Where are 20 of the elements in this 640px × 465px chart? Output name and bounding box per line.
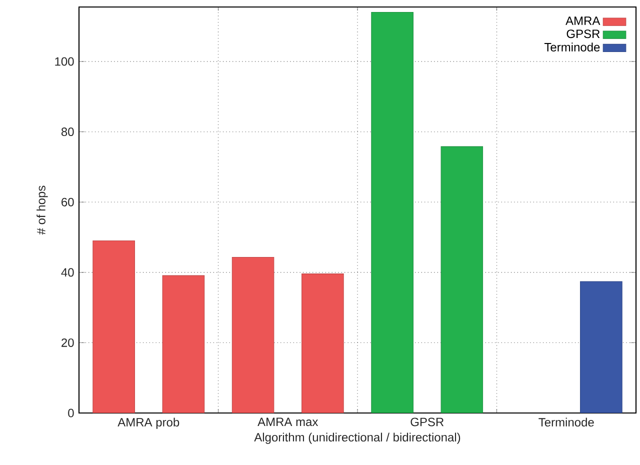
bar	[232, 257, 274, 414]
bar	[440, 146, 484, 414]
x-axis-title: Algorithm (unidirectional / bidirectional)	[254, 432, 460, 444]
x-tick-label: AMRA prob	[118, 418, 180, 429]
x-tick-label: Terminode	[538, 418, 594, 427]
y-tick-label: 60	[62, 198, 74, 206]
y-tick-label: 20	[62, 338, 74, 347]
y-tick-label: 40	[61, 268, 74, 277]
bar	[92, 240, 135, 414]
bar	[162, 275, 205, 414]
y-tick-label: 0	[68, 408, 74, 418]
y-tick-label: 80	[61, 128, 74, 136]
y-tick-label: 100	[55, 57, 74, 66]
bar	[302, 274, 344, 414]
x-tick-label: GPSR	[410, 418, 444, 426]
legend-label: GPSR	[566, 30, 600, 38]
y-axis-title: # of hops	[36, 186, 48, 235]
legend-label: AMRA	[566, 16, 600, 25]
legend-label: Terminode	[544, 42, 600, 52]
x-tick-label: AMRA max	[258, 418, 318, 426]
